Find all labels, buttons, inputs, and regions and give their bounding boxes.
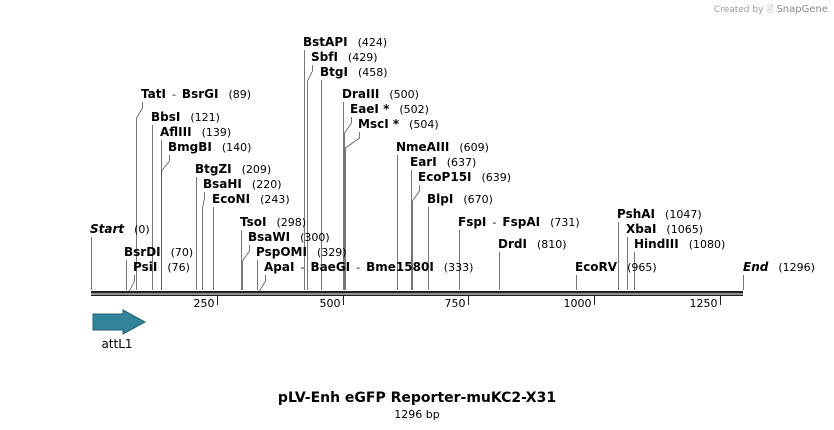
site-label-tati: TatI - BsrGI (89) [141,87,251,101]
site-label-bstapi: BstAPI (424) [303,35,387,49]
site-label-nmeaiii: NmeAIII (609) [396,140,489,154]
site-label-econi: EcoNI (243) [212,192,290,206]
backbone-top [91,291,743,294]
site-label-eari: EarI (637) [410,155,476,169]
site-line-eaei [344,117,352,290]
site-label-hindiii: HindIII (1080) [634,237,725,251]
feature-label: attL1 [101,337,132,351]
site-line-msci [345,132,360,290]
site-label-tsoi: TsoI (298) [240,215,306,229]
site-label-pspomi: PspOMI (329) [256,245,347,259]
snapgene-credit: Created by 🖹 SnapGene [714,2,828,18]
plasmid-length: 1296 bp [394,408,440,421]
site-label-end: End (1296) [743,260,815,274]
site-label-eaei: EaeI * (502) [350,102,429,116]
tick-label-500: 500 [320,297,341,310]
site-line-sbfi [307,65,313,290]
site-label-ecop15i: EcoP15I (639) [418,170,511,184]
site-line-bmgbi [161,155,170,290]
site-label-pshai: PshAI (1047) [617,207,702,221]
site-line-apai [259,275,266,293]
site-label-afliii: AflIII (139) [160,125,231,139]
site-line-ecop15i [412,185,420,290]
site-label-btgzi: BtgZI (209) [195,162,271,176]
site-label-apai: ApaI - BaeGI - Bme1580I (333) [264,260,473,274]
site-label-btgi: BtgI (458) [320,65,388,79]
site-line-tati [136,102,143,290]
tick-label-1000: 1000 [564,297,592,310]
site-label-ecorv: EcoRV (965) [575,260,657,274]
site-label-bsawi: BsaWI (300) [248,230,330,244]
site-label-sbfi: SbfI (429) [311,50,378,64]
site-label-blpi: BlpI (670) [427,192,493,206]
site-label-bsrdi: BsrDI (70) [124,245,193,259]
site-label-start: Start (0) [90,222,150,236]
site-label-bmgbi: BmgBI (140) [168,140,251,154]
plasmid-title: pLV-Enh eGFP Reporter-muKC2-X31 [277,390,557,406]
credit-brand: SnapGene [776,4,828,15]
tick-label-1250: 1250 [690,297,718,310]
backbone-bottom [91,294,743,296]
site-line-bsawi [242,245,250,290]
site-label-psii: PsiI (76) [133,260,190,274]
site-label-drdi: DrdI (810) [498,237,567,251]
site-label-bsahi: BsaHI (220) [203,177,282,191]
site-label-bbsi: BbsI (121) [151,110,220,124]
tick-label-250: 250 [194,297,215,310]
tick-label-750: 750 [445,297,466,310]
site-label-xbai: XbaI (1065) [626,222,703,236]
site-line-psii [129,275,135,292]
site-label-msci: MscI * (504) [358,117,439,131]
site-label-fspi: FspI - FspAI (731) [458,215,580,229]
site-label-draiii: DraIII (500) [342,87,419,101]
site-line-bsahi [202,192,205,290]
credit-prefix: Created by [713,5,764,15]
snapgene-logo-icon: 🖹 [766,5,774,15]
attl1-arrow-icon [92,309,147,335]
